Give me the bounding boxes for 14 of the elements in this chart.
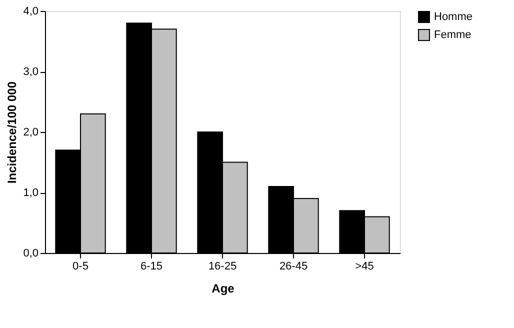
x-tick-label: 0-5 xyxy=(72,260,88,272)
x-tick-label: 16-25 xyxy=(208,260,237,272)
x-tick-label: 26-45 xyxy=(279,260,308,272)
y-tick-label: 1,0 xyxy=(23,187,38,199)
y-tick-label: 3,0 xyxy=(23,66,38,78)
y-tick-label: 4,0 xyxy=(23,6,38,18)
legend-label: Homme xyxy=(434,11,473,23)
legend-label: Femme xyxy=(434,29,472,41)
y-axis-title: Incidence/100 000 xyxy=(5,81,20,184)
x-tick-label: >45 xyxy=(355,260,374,272)
x-axis-title: Age xyxy=(212,282,235,296)
x-tick-label: 6-15 xyxy=(140,260,163,272)
y-tick-label: 0,0 xyxy=(23,248,38,260)
y-tick-label: 2,0 xyxy=(23,126,38,138)
